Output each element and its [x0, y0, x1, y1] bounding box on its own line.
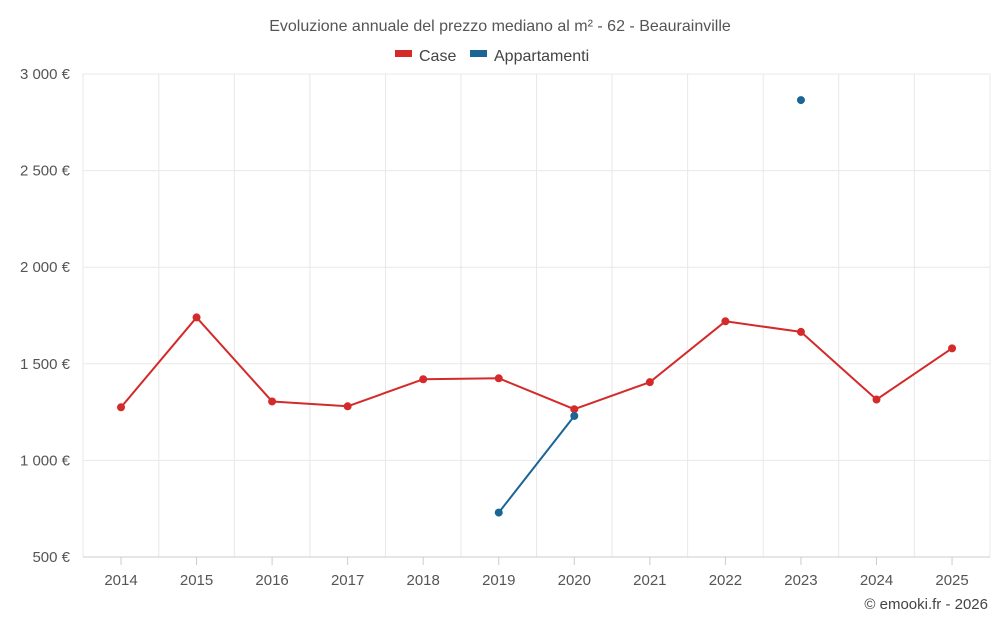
legend-label-appartamenti: Appartamenti	[494, 48, 589, 65]
x-tick-label: 2016	[255, 572, 288, 589]
x-tick-label: 2017	[331, 572, 364, 589]
series-case	[117, 313, 957, 414]
series-line-appartamenti	[497, 415, 576, 514]
data-point-case-2022[interactable]	[721, 317, 730, 326]
data-point-case-2019[interactable]	[494, 374, 503, 383]
credit-text: © emooki.fr - 2026	[864, 596, 988, 613]
series-line-case	[120, 316, 953, 411]
x-axis-labels: 2014 2015 2016 2017 2018 2019 2020 2021 2022 2023…	[104, 572, 968, 589]
series-appartamenti	[494, 96, 805, 517]
y-tick-label: 1 500 €	[20, 356, 71, 373]
x-tick-label: 2021	[633, 572, 666, 589]
y-axis-labels: 500 € 1 000 € 1 500 € 2 000 € 2 500 € 3 000 €	[20, 66, 71, 566]
data-point-case-2015[interactable]	[192, 313, 201, 322]
x-tick-label: 2020	[558, 572, 591, 589]
x-axis	[83, 556, 990, 565]
legend: Case Appartamenti	[395, 48, 589, 65]
data-point-case-2024[interactable]	[872, 395, 881, 404]
legend-label-case: Case	[419, 48, 456, 65]
x-tick-label: 2014	[104, 572, 137, 589]
y-tick-label: 2 500 €	[20, 163, 71, 180]
data-point-case-2017[interactable]	[343, 402, 352, 411]
y-tick-label: 3 000 €	[20, 66, 71, 83]
y-tick-label: 1 000 €	[20, 452, 71, 469]
x-tick-label: 2018	[407, 572, 440, 589]
y-tick-label: 500 €	[32, 549, 70, 566]
x-tick-label: 2022	[709, 572, 742, 589]
legend-swatch-case	[395, 50, 412, 57]
legend-item-appartamenti[interactable]: Appartamenti	[470, 48, 589, 65]
x-gridlines	[82, 74, 991, 557]
data-point-case-2025[interactable]	[948, 344, 957, 353]
y-tick-label: 2 000 €	[20, 259, 71, 276]
data-point-appartamenti-2019[interactable]	[494, 508, 503, 517]
data-point-case-2020[interactable]	[570, 405, 579, 414]
data-point-appartamenti-2020[interactable]	[570, 411, 579, 420]
x-tick-label: 2015	[180, 572, 213, 589]
legend-item-case[interactable]: Case	[395, 48, 456, 65]
data-point-case-2014[interactable]	[117, 403, 125, 412]
data-point-case-2021[interactable]	[645, 378, 654, 387]
legend-swatch-appartamenti	[470, 50, 487, 57]
data-point-appartamenti-2023[interactable]	[796, 96, 805, 105]
data-point-case-2023[interactable]	[796, 327, 805, 336]
x-tick-label: 2023	[784, 572, 817, 589]
data-point-case-2018[interactable]	[419, 375, 428, 384]
series-layer	[117, 96, 957, 517]
data-point-case-2016[interactable]	[268, 397, 277, 406]
x-tick-label: 2019	[482, 572, 515, 589]
x-tick-label: 2024	[860, 572, 893, 589]
chart-title: Evoluzione annuale del prezzo mediano al…	[269, 18, 731, 35]
x-tick-label: 2025	[935, 572, 968, 589]
